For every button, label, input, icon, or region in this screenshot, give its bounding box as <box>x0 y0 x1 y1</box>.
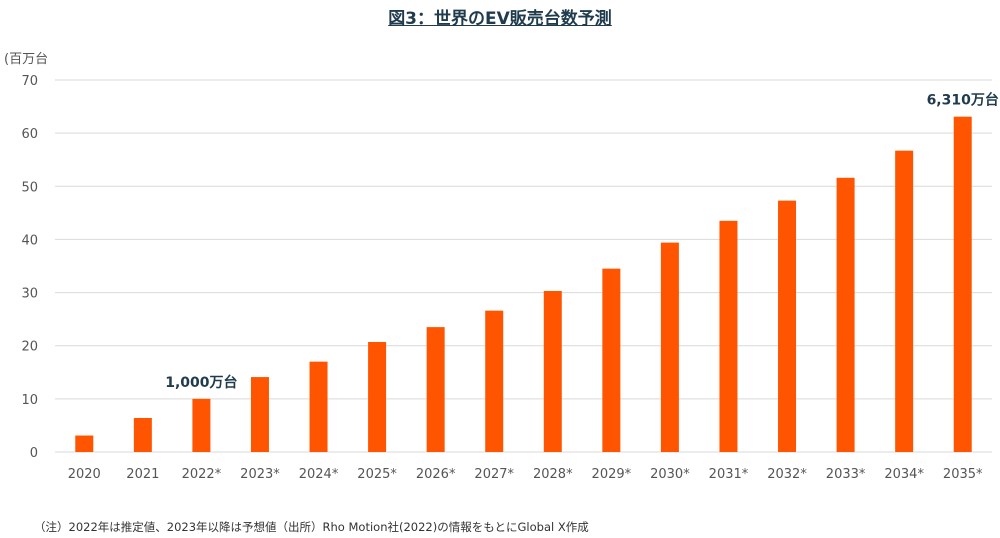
x-tick-label: 2033* <box>826 467 866 482</box>
x-tick-label: 2022* <box>182 467 222 482</box>
x-tick-label: 2035* <box>943 467 983 482</box>
y-tick-label: 30 <box>21 287 38 302</box>
bar <box>133 417 152 452</box>
bar <box>368 341 387 452</box>
bar <box>778 200 797 452</box>
y-tick-label: 20 <box>21 340 38 355</box>
x-tick-label: 2021 <box>126 467 159 482</box>
x-tick-label: 2031* <box>709 467 749 482</box>
x-tick-label: 2030* <box>650 467 690 482</box>
x-tick-label: 2025* <box>357 467 397 482</box>
bar <box>895 150 914 452</box>
footnote: （注）2022年は推定値、2023年以降は予想値（出所）Rho Motion社(… <box>34 520 589 534</box>
y-tick-label: 10 <box>21 393 38 408</box>
bar <box>543 290 562 452</box>
bar <box>426 327 445 452</box>
data-label: 6,310万台 <box>927 92 999 109</box>
bar <box>953 116 972 452</box>
x-tick-label: 2028* <box>533 467 573 482</box>
x-tick-label: 2023* <box>240 467 280 482</box>
x-tick-label: 2034* <box>884 467 924 482</box>
y-tick-label: 40 <box>21 233 38 248</box>
chart-title: 図3：世界のEV販売台数予測 <box>388 9 612 29</box>
bar <box>836 177 855 453</box>
y-tick-label: 60 <box>21 127 38 142</box>
y-tick-label: 70 <box>21 74 38 89</box>
bar <box>660 242 679 452</box>
bar <box>485 310 504 452</box>
y-axis-unit-label: (百万台 <box>4 52 49 67</box>
bar <box>309 361 328 452</box>
y-tick-label: 50 <box>21 180 38 195</box>
x-tick-label: 2020 <box>68 467 101 482</box>
x-tick-label: 2032* <box>767 467 807 482</box>
x-tick-label: 2029* <box>592 467 632 482</box>
bar <box>602 268 621 452</box>
bar <box>192 398 211 452</box>
x-tick-label: 2024* <box>299 467 339 482</box>
bar <box>719 220 738 452</box>
bar <box>250 377 269 452</box>
y-tick-label: 0 <box>30 446 38 461</box>
x-tick-label: 2027* <box>474 467 514 482</box>
data-label: 1,000万台 <box>165 374 237 391</box>
bar <box>75 435 94 452</box>
x-tick-label: 2026* <box>416 467 456 482</box>
